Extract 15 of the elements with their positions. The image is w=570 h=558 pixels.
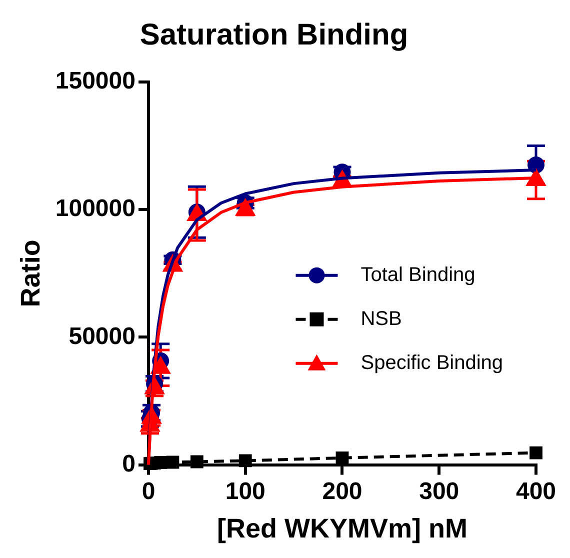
- chart-title: Saturation Binding: [140, 18, 408, 52]
- x-tick-label: 300: [419, 478, 460, 505]
- legend-label: NSB: [360, 308, 402, 330]
- legend-label: Total Binding: [360, 264, 476, 286]
- y-tick-label: 100000: [55, 195, 136, 222]
- x-tick-label: 100: [225, 478, 266, 505]
- y-tick-label: 150000: [55, 68, 136, 95]
- legend-label: Specific Binding: [360, 352, 504, 374]
- y-axis-title: Ratio: [16, 240, 46, 308]
- x-tick-label: 200: [322, 478, 362, 505]
- x-axis-title: [Red WKYMVm] nM: [217, 513, 468, 544]
- x-tick-label: 0: [142, 478, 156, 505]
- y-tick-label: 50000: [68, 322, 136, 350]
- y-tick-label: 0: [122, 450, 136, 478]
- x-tick-label: 400: [516, 478, 556, 505]
